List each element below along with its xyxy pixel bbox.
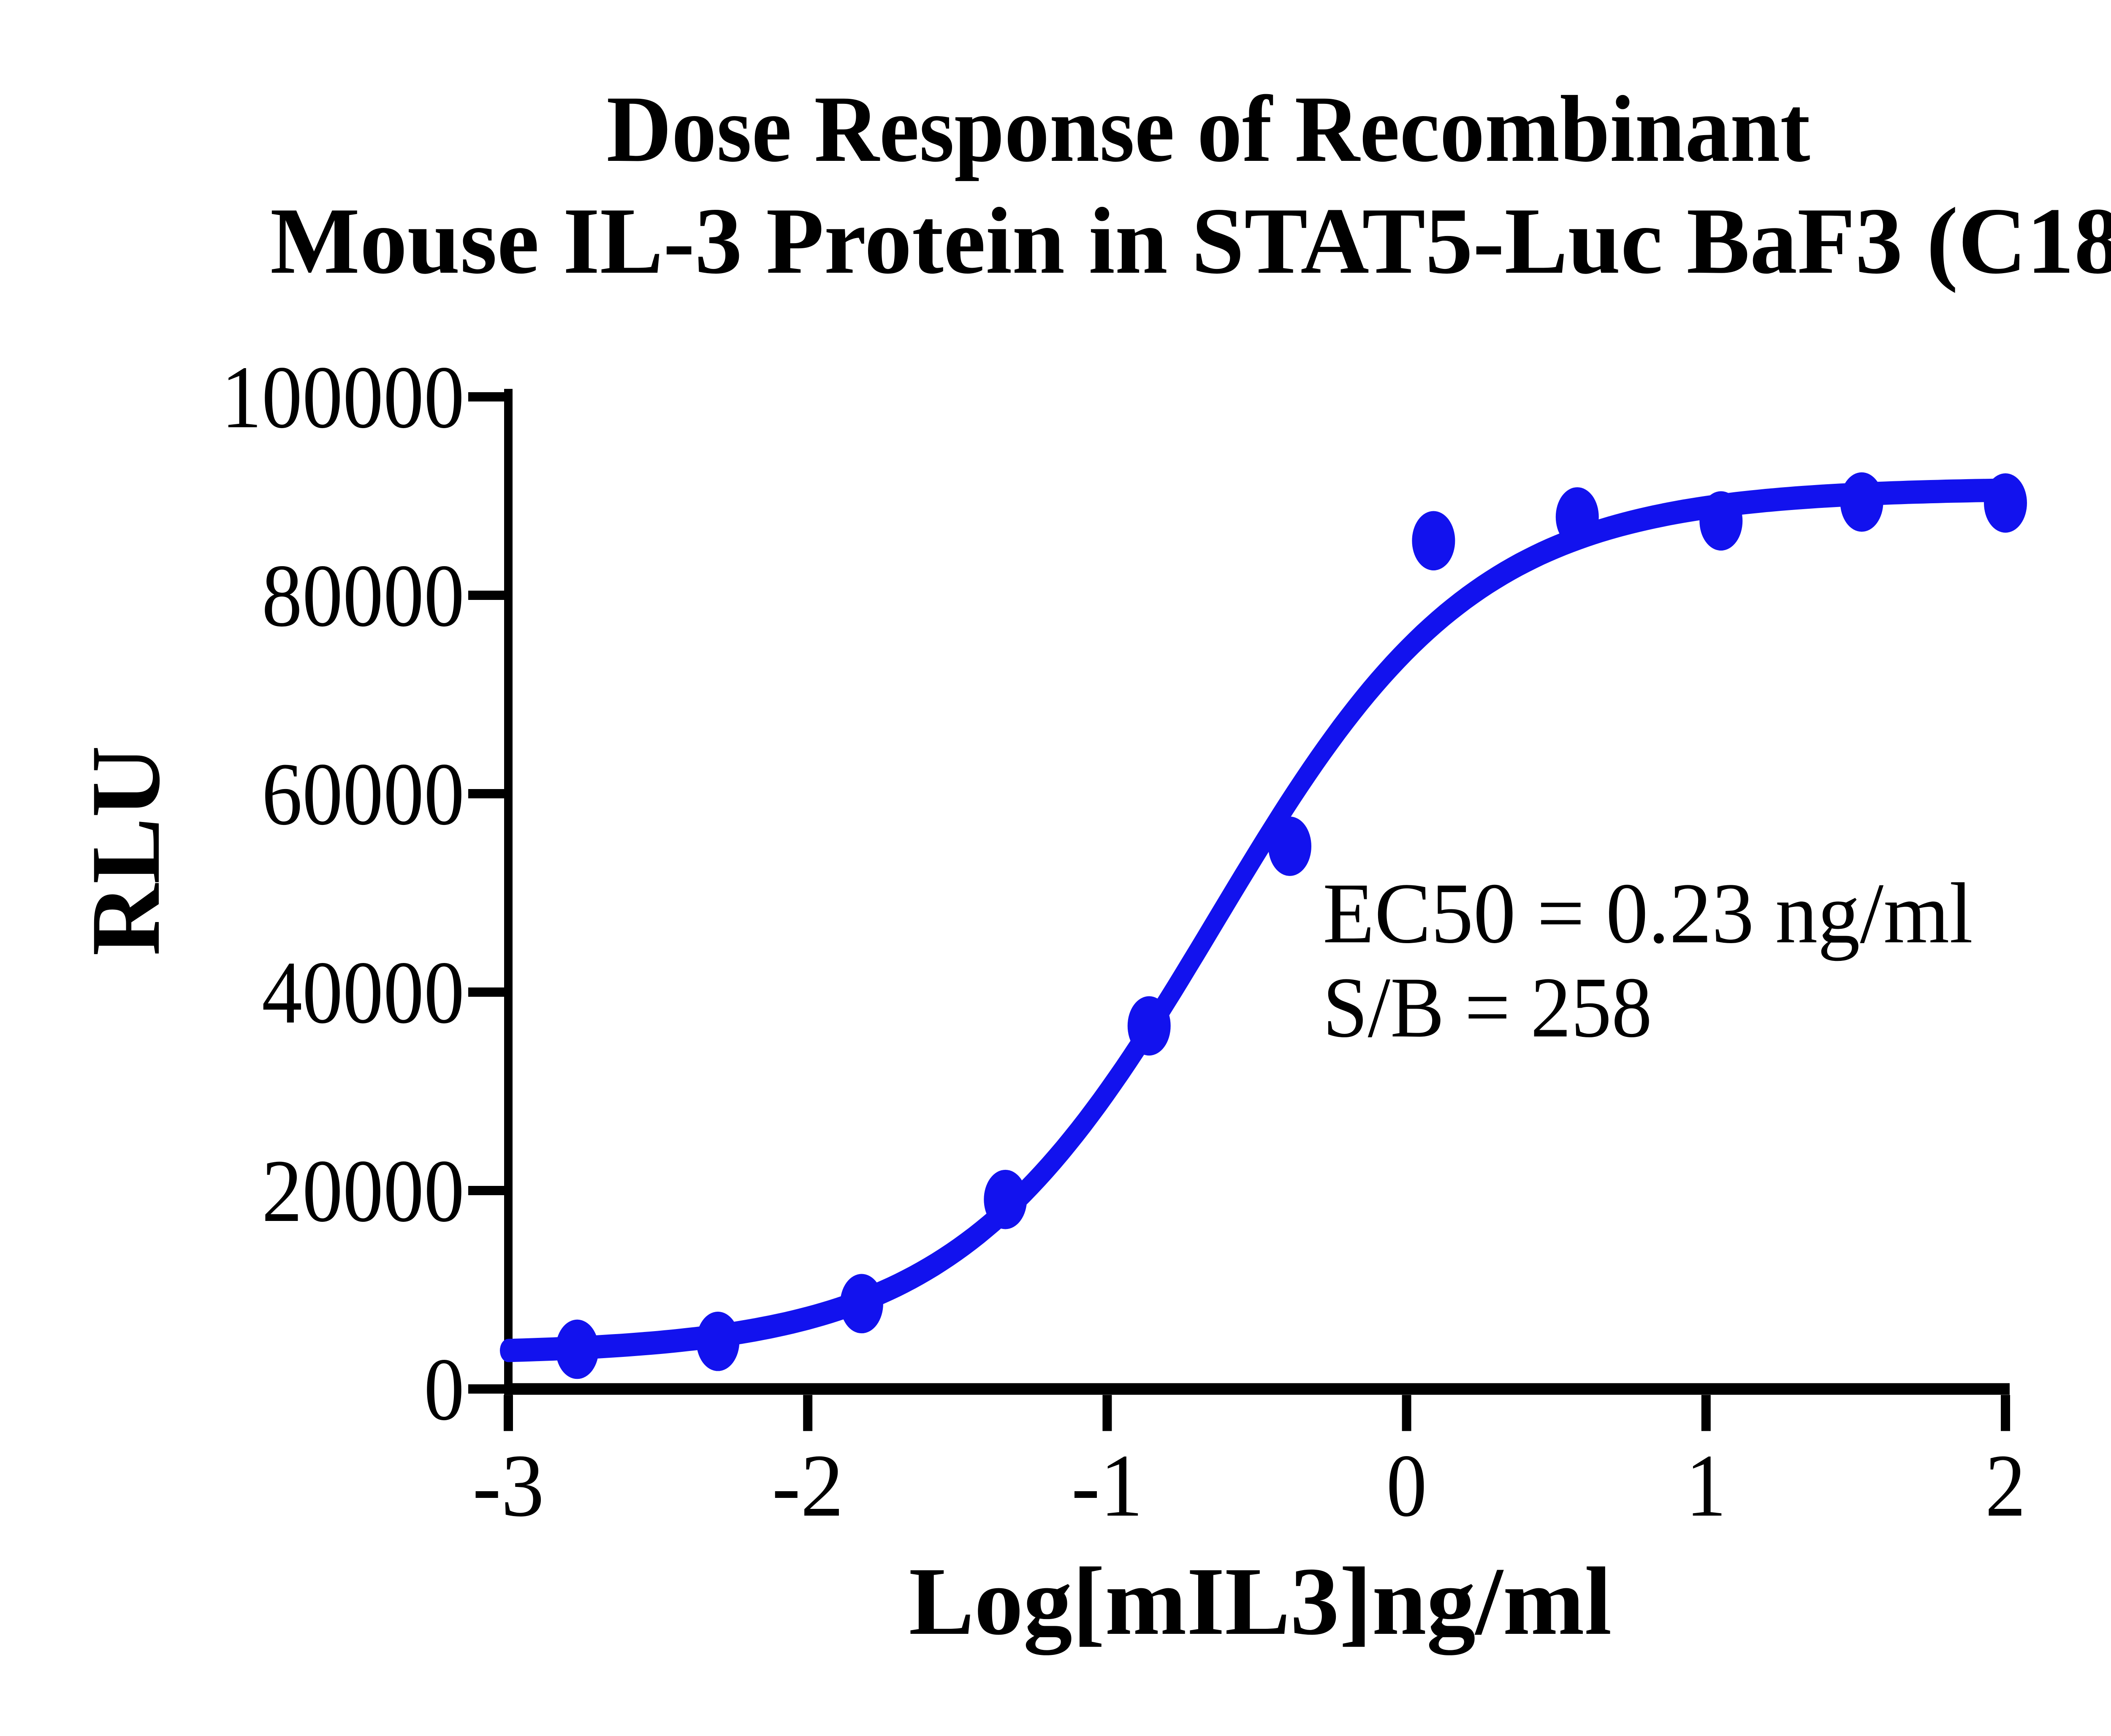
x-tick-label: -2: [772, 1436, 844, 1535]
x-tick-label: -1: [1071, 1436, 1143, 1535]
data-point: [1840, 472, 1883, 532]
fit-curve: [500, 478, 2014, 1362]
data-point: [556, 1319, 599, 1379]
annotation-signal-to-background: S/B = 258: [1323, 960, 1652, 1055]
y-tick-label: 0: [424, 1340, 464, 1439]
x-tick-label: 1: [1686, 1436, 1726, 1535]
y-tick-label: 40000: [262, 943, 464, 1042]
data-point: [984, 1169, 1027, 1229]
y-tick-label: 60000: [262, 744, 464, 844]
y-tick-label: 80000: [262, 546, 464, 645]
annotation-ec50: EC50 = 0.23 ng/ml: [1323, 865, 1973, 961]
data-point: [696, 1311, 740, 1371]
x-tick-label: 0: [1387, 1436, 1427, 1535]
y-axis-title: RLU: [71, 746, 180, 956]
data-point: [1555, 487, 1599, 547]
data-point: [1268, 816, 1311, 876]
x-axis-title: Log[mIL3]ng/ml: [909, 1547, 1612, 1655]
data-point: [1127, 996, 1171, 1056]
x-tick-label: 2: [1985, 1436, 2026, 1535]
x-tick-label: -3: [472, 1436, 544, 1535]
chart-title-line2: Mouse IL-3 Protein in STAT5-Luc BaF3 (C1…: [270, 188, 2111, 293]
chart-title-line1: Dose Response of Recombinant: [607, 76, 1810, 182]
y-tick-label: 20000: [262, 1141, 464, 1240]
tick-labels: 0 20000 40000 60000 80000 100000 -3 -2 -1 0 1 2: [221, 347, 2026, 1535]
data-point: [1699, 491, 1743, 551]
data-point: [1412, 511, 1455, 571]
data-point: [1984, 473, 2027, 533]
data-point: [840, 1274, 883, 1334]
plot-area: [468, 389, 2027, 1431]
y-tick-label: 100000: [221, 347, 464, 447]
